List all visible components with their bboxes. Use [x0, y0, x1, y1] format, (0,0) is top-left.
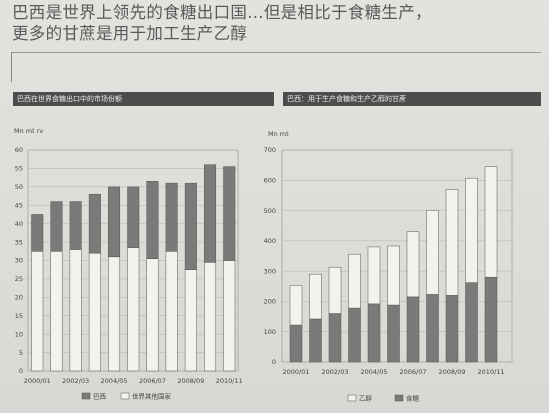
right-bar-upper [426, 210, 439, 295]
left-xtick-label: 2004/05 [101, 377, 128, 385]
left-bar-upper [165, 182, 178, 252]
right-xtick-label: 2004/05 [360, 368, 387, 376]
right-bar-upper [445, 189, 459, 296]
left-ytick-label: 55 [15, 165, 23, 173]
right-chart: 0 100 200 300 400 500 600 700 Mn mt 2000/01 2002/0… [264, 130, 513, 403]
left-ytick-label: 30 [15, 257, 23, 265]
right-ytick-label: 200 [264, 298, 276, 306]
left-legend-label: 世界其他国家 [132, 392, 172, 401]
left-ytick-label: 35 [15, 238, 23, 246]
left-bar-upper [108, 186, 121, 258]
left-xtick-label: 2002/03 [62, 377, 89, 385]
right-ytick-label: 600 [264, 176, 276, 184]
headline-line-1: 巴西是世界上领先的食糖出口国...但是相比于食糖生产， [12, 3, 432, 22]
left-bar-upper [31, 214, 44, 252]
header-bracket [11, 52, 12, 82]
right-legend-swatch [347, 394, 357, 402]
left-ytick-label: 25 [15, 275, 23, 283]
right-xtick-label: 2006/07 [399, 368, 426, 376]
left-xtick-label: 2008/09 [177, 377, 204, 385]
left-xtick-label: 2006/07 [139, 377, 166, 385]
left-bar-upper [50, 201, 63, 252]
right-ytick-label: 400 [264, 237, 276, 245]
left-ytick-label: 15 [15, 312, 23, 320]
right-bar-lower [426, 294, 439, 363]
left-bar-lower [165, 251, 178, 372]
left-ytick-label: 45 [15, 201, 23, 209]
right-bar-lower [367, 303, 381, 363]
left-bar-upper [69, 201, 82, 250]
left-bar-lower [146, 258, 159, 372]
right-bar-upper [465, 177, 478, 283]
right-bar-lower [348, 307, 361, 363]
right-legend-label: 乙醇 [359, 394, 373, 403]
left-bar-lower [127, 247, 140, 372]
left-xtick-label: 2000/01 [24, 377, 51, 385]
right-bar-upper [484, 166, 498, 278]
right-bar-lower [289, 324, 303, 363]
right-bar-upper [289, 285, 303, 326]
headline: 巴西是世界上领先的食糖出口国...但是相比于食糖生产， 更多的甘蔗是用于加工生产… [12, 2, 432, 44]
left-bar-lower [108, 256, 121, 372]
right-legend-label: 食糖 [406, 394, 420, 403]
left-legend-swatch [120, 392, 130, 400]
left-chart: 0 5 10 15 20 25 30 35 40 45 50 55 60 Mn mt rv 2000/01 2… [14, 127, 243, 401]
right-xtick-label: 2000/01 [282, 368, 309, 376]
left-xtick-label: 2010/11 [216, 377, 243, 385]
left-legend-swatch [81, 392, 91, 400]
right-bar-upper [406, 231, 420, 298]
left-chart-title: 巴西在世界食糖出口中的市场份额 [13, 92, 274, 106]
right-bar-lower [484, 276, 498, 363]
left-bar-lower [31, 251, 44, 372]
left-ytick-label: 0 [19, 367, 23, 375]
left-bar-lower [204, 262, 217, 372]
left-bar-upper [204, 164, 217, 263]
right-ylabel: Mn mt [268, 130, 289, 138]
right-xtick-label: 2002/03 [321, 368, 348, 376]
right-xtick-label: 2010/11 [477, 368, 504, 376]
right-bar-lower [387, 304, 400, 363]
left-legend-label: 巴西 [93, 393, 107, 401]
right-bar-lower [328, 313, 342, 363]
left-bar-lower [88, 252, 101, 372]
right-bar-lower [309, 318, 322, 363]
left-bar-upper [88, 193, 101, 254]
left-bar-upper [146, 181, 159, 259]
left-ylabel: Mn mt rv [14, 127, 43, 135]
left-ytick-label: 40 [15, 220, 23, 228]
left-ytick-label: 10 [15, 330, 23, 338]
right-bar-upper [309, 273, 322, 320]
right-chart-title: 巴西：用于生产食糖和生产乙醇的甘蔗 [283, 92, 541, 106]
right-bar-upper [367, 246, 381, 305]
left-bar-lower [69, 249, 82, 372]
left-ytick-label: 60 [15, 146, 23, 154]
left-bar-upper [127, 186, 140, 248]
right-bar-upper [328, 266, 342, 314]
right-bar-lower [445, 295, 459, 363]
right-ytick-label: 500 [264, 207, 276, 215]
right-ytick-label: 700 [264, 146, 276, 154]
right-xtick-label: 2008/09 [438, 368, 465, 376]
left-ytick-label: 50 [15, 183, 23, 191]
right-ytick-label: 100 [264, 328, 276, 336]
right-bar-lower [406, 296, 420, 363]
left-ytick-label: 5 [19, 349, 23, 357]
left-ytick-label: 20 [15, 294, 23, 302]
left-bar-upper [223, 166, 236, 261]
left-bar-lower [223, 260, 236, 372]
right-bar-upper [348, 253, 361, 309]
left-bar-lower [184, 269, 197, 372]
left-bar-lower [50, 251, 63, 372]
right-bar-upper [387, 245, 400, 306]
right-legend-swatch [394, 394, 404, 402]
right-bar-lower [465, 282, 478, 363]
left-bar-upper [184, 182, 197, 270]
headline-line-2: 更多的甘蔗是用于加工生产乙醇 [12, 24, 248, 43]
right-ytick-label: 300 [264, 267, 276, 275]
header-divider [11, 52, 541, 53]
right-ytick-label: 0 [272, 358, 276, 366]
